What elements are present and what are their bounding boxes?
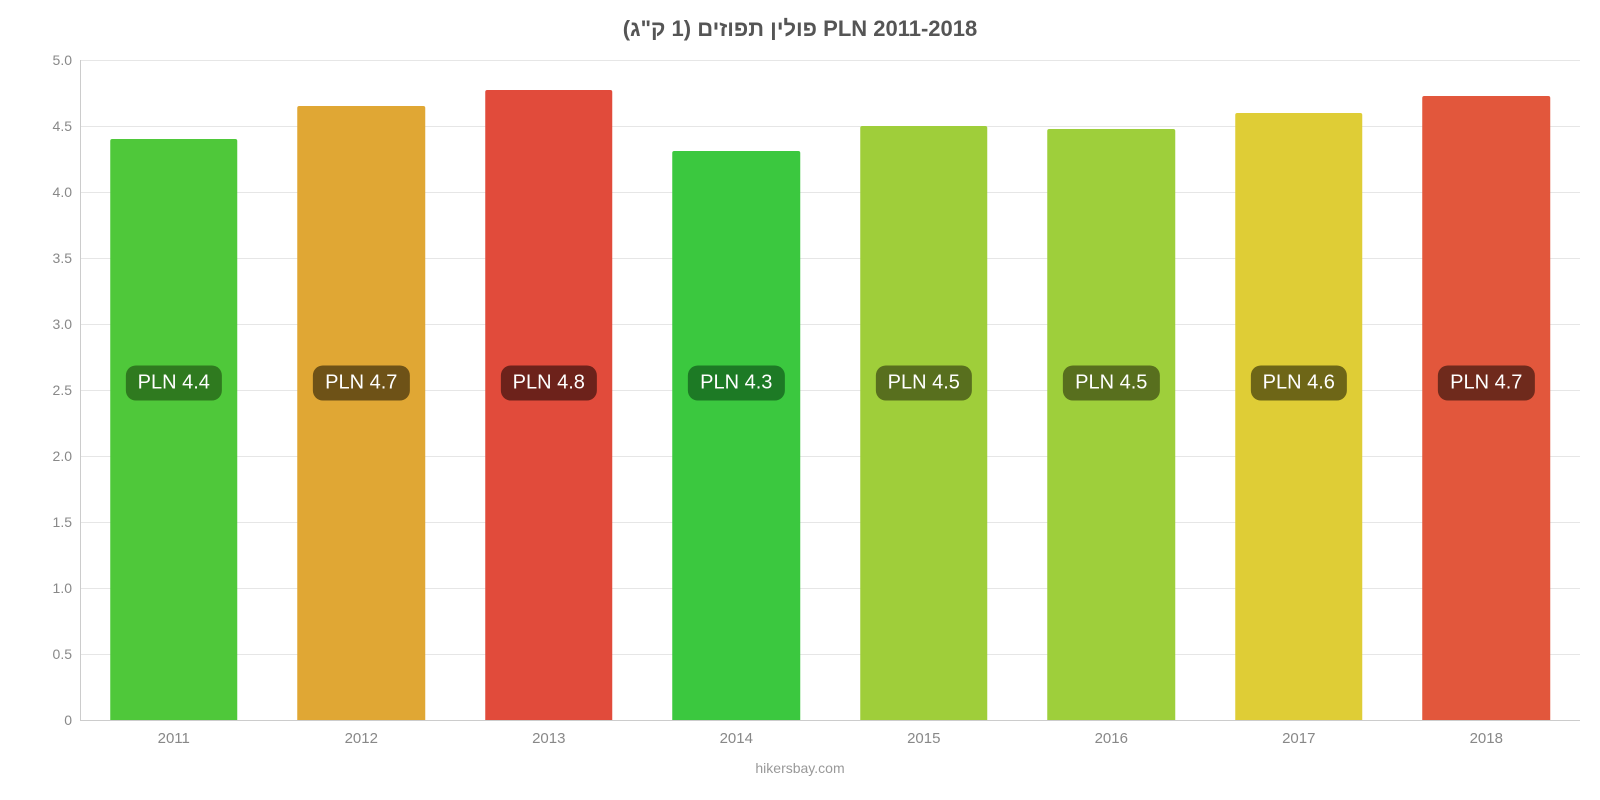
y-tick-label: 3.5 (53, 250, 72, 266)
bar-slot: PLN 4.42011 (80, 60, 268, 720)
source-attribution: hikersbay.com (0, 760, 1600, 776)
x-axis-line (80, 720, 1580, 721)
bar (485, 90, 613, 720)
x-tick-label: 2018 (1470, 730, 1503, 747)
bar (1423, 96, 1551, 720)
y-tick-label: 0 (64, 712, 72, 728)
y-tick-label: 2.5 (53, 382, 72, 398)
bar (110, 139, 238, 720)
y-tick-label: 5.0 (53, 52, 72, 68)
x-tick-label: 2017 (1282, 730, 1315, 747)
bar-slot: PLN 4.62017 (1205, 60, 1393, 720)
x-tick-label: 2016 (1095, 730, 1128, 747)
bar-value-label: PLN 4.5 (876, 366, 972, 401)
bar-value-label: PLN 4.5 (1063, 366, 1159, 401)
bar (298, 106, 426, 720)
bar-value-label: PLN 4.4 (126, 366, 222, 401)
bar-slot: PLN 4.72012 (268, 60, 456, 720)
bar-value-label: PLN 4.7 (313, 366, 409, 401)
chart-container: פולין תפוזים (1 ק"ג) PLN 2011-2018 00.51… (0, 0, 1600, 800)
y-tick-label: 4.5 (53, 118, 72, 134)
bar-slot: PLN 4.32014 (643, 60, 831, 720)
bar-value-label: PLN 4.3 (688, 366, 784, 401)
y-tick-label: 3.0 (53, 316, 72, 332)
x-tick-label: 2014 (720, 730, 753, 747)
y-tick-label: 1.5 (53, 514, 72, 530)
y-tick-label: 1.0 (53, 580, 72, 596)
bar-value-label: PLN 4.8 (501, 366, 597, 401)
bar-value-label: PLN 4.7 (1438, 366, 1534, 401)
bar-value-label: PLN 4.6 (1251, 366, 1347, 401)
bar-slot: PLN 4.72018 (1393, 60, 1581, 720)
x-tick-label: 2011 (158, 730, 190, 747)
y-tick-label: 4.0 (53, 184, 72, 200)
x-tick-label: 2013 (532, 730, 565, 747)
bar (860, 126, 988, 720)
y-tick-label: 2.0 (53, 448, 72, 464)
x-tick-label: 2012 (345, 730, 378, 747)
bar-slot: PLN 4.52015 (830, 60, 1018, 720)
bar (1048, 129, 1176, 720)
bar (673, 151, 801, 720)
plot-area: 00.51.01.52.02.53.03.54.04.55.0PLN 4.420… (80, 60, 1580, 720)
chart-title: פולין תפוזים (1 ק"ג) PLN 2011-2018 (0, 16, 1600, 42)
bar (1235, 113, 1363, 720)
bar-slot: PLN 4.52016 (1018, 60, 1206, 720)
bar-slot: PLN 4.82013 (455, 60, 643, 720)
y-tick-label: 0.5 (53, 646, 72, 662)
x-tick-label: 2015 (907, 730, 940, 747)
